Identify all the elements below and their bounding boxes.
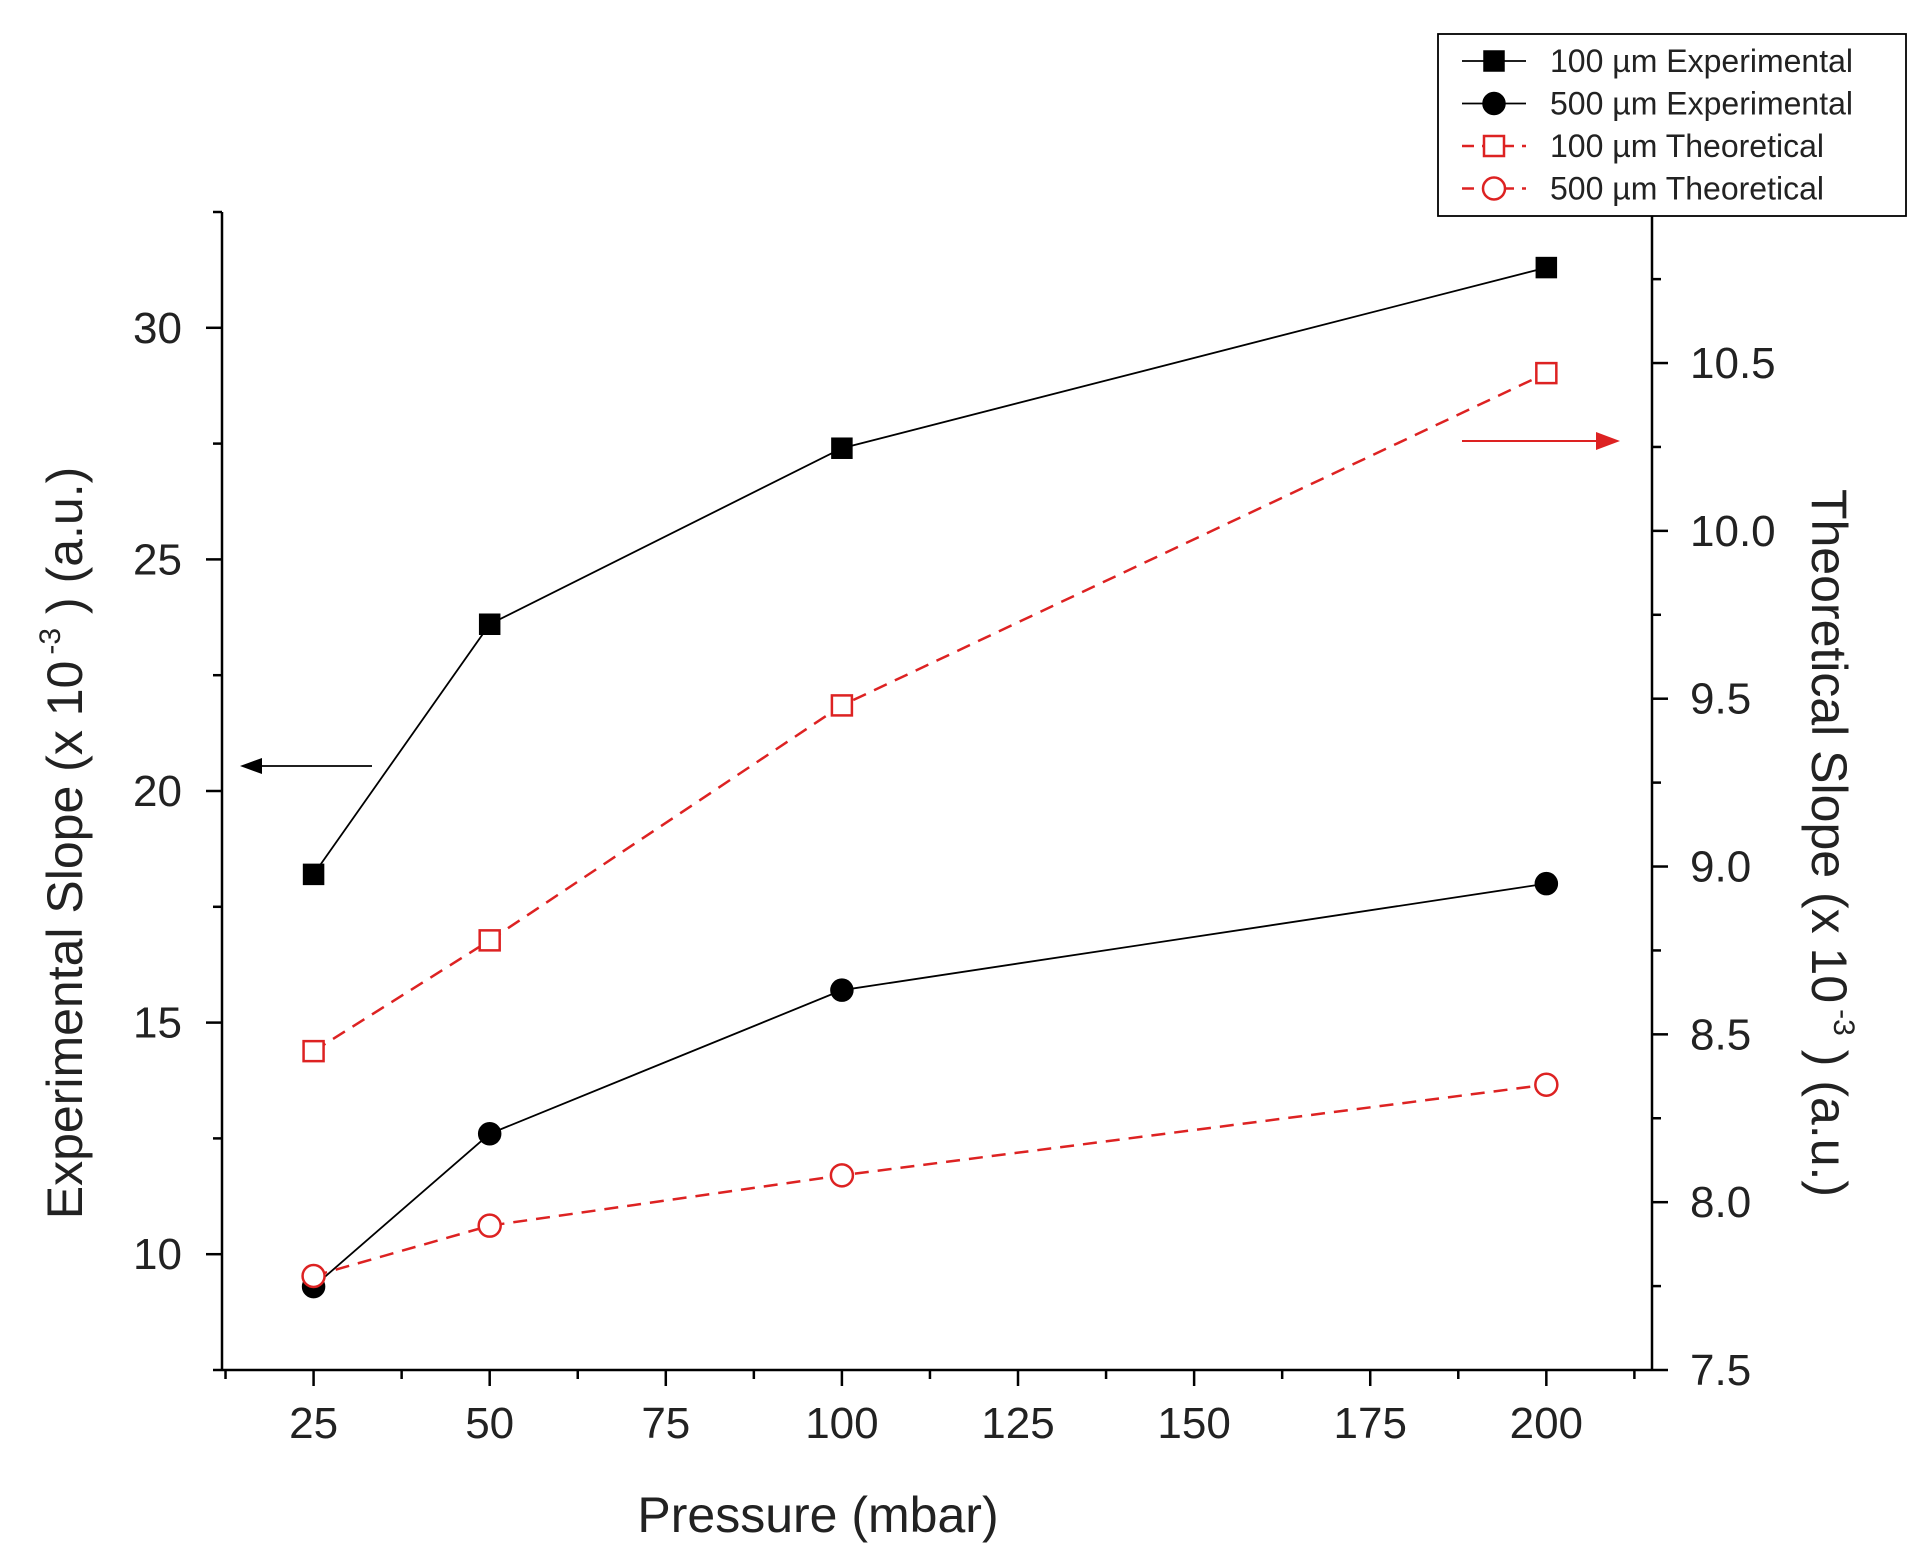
x-tick-label: 175 [1334, 1399, 1407, 1448]
data-point [1535, 361, 1558, 385]
x-tick-label: 25 [289, 1399, 338, 1448]
series-line [312, 371, 1547, 1053]
data-point [477, 1213, 502, 1238]
left-axis-title-main: Experimental Slope (x 10 [37, 661, 93, 1220]
left-axis-arrow [240, 758, 372, 774]
right-y-tick-label: 10.0 [1690, 507, 1776, 556]
legend-item: 100 µm Theoretical [1462, 128, 1824, 164]
x-axis-title: Pressure (mbar) [637, 1487, 998, 1543]
left-y-tick-label: 25 [133, 535, 182, 584]
right-y-tick-label: 8.0 [1690, 1178, 1751, 1227]
right-y-tick-label: 7.5 [1690, 1346, 1751, 1395]
left-y-tick-label: 20 [133, 767, 182, 816]
series-line [312, 882, 1547, 1288]
left-axis-title-tail: ) (a.u.) [37, 467, 93, 614]
legend-label: 100 µm Experimental [1550, 43, 1853, 79]
series-line [312, 266, 1547, 875]
data-point [302, 863, 325, 886]
data-point [829, 1163, 855, 1188]
arrow-head [240, 758, 262, 774]
data-point [1534, 1072, 1559, 1097]
right-y-tick-label: 10.5 [1690, 339, 1776, 388]
legend-marker [1482, 134, 1506, 158]
legend-marker [1483, 50, 1505, 72]
data-point [302, 1039, 325, 1063]
right-axis-arrow [1462, 432, 1620, 450]
series-3 [302, 361, 1558, 1063]
arrow-head [1596, 432, 1620, 450]
legend: 100 µm Experimental 500 µm Experimental 10… [1437, 33, 1907, 217]
legend-item: 500 µm Theoretical [1462, 171, 1824, 207]
right-y-tick-label: 9.5 [1690, 675, 1751, 724]
x-tick-label: 125 [981, 1399, 1054, 1448]
x-tick-label: 75 [641, 1399, 690, 1448]
x-tick-label: 150 [1157, 1399, 1230, 1448]
left-y-tick-label: 30 [133, 304, 182, 353]
right-axis-title-sup: -3 [1827, 1009, 1860, 1036]
legend-box [1437, 33, 1907, 217]
data-point [831, 437, 853, 459]
right-axis-title-main: Theoretical Slope (x 10 [1801, 489, 1857, 1003]
axes: 25 50 75 100 125 150 175 200 10 15 20 25 30 7.5 8.0 8.5… [133, 210, 1776, 1448]
series-4 [301, 1072, 1559, 1289]
data-point [301, 1263, 326, 1289]
legend-label: 500 µm Theoretical [1550, 171, 1824, 207]
left-y-tick-label: 15 [133, 999, 182, 1048]
right-y-tick-label: 9.0 [1690, 843, 1751, 892]
data-point [478, 929, 501, 952]
data-point [1534, 871, 1559, 896]
data-point [477, 1122, 502, 1146]
right-axis-title: Theoretical Slope (x 10 -3 ) (a.u.) [1801, 489, 1860, 1197]
data-point [478, 613, 501, 635]
left-y-tick-label: 10 [133, 1230, 182, 1279]
left-axis-title: Experimental Slope (x 10 -3 ) (a.u.) [34, 467, 93, 1220]
x-tick-label: 100 [805, 1399, 878, 1448]
legend-item: 100 µm Experimental [1462, 43, 1853, 79]
x-tick-label: 50 [465, 1399, 514, 1448]
legend-item: 500 µm Experimental [1462, 86, 1853, 122]
left-axis-title-sup: -3 [34, 628, 67, 655]
data-point [1535, 256, 1558, 279]
right-axis-title-tail: ) (a.u.) [1801, 1050, 1857, 1197]
series-1 [302, 256, 1558, 886]
legend-marker [1481, 176, 1507, 201]
legend-marker [1482, 91, 1506, 116]
annotation-layer [240, 432, 1620, 774]
legend-label: 500 µm Experimental [1550, 86, 1853, 122]
data-point [830, 978, 854, 1002]
data-point [830, 694, 854, 717]
series-layer [301, 256, 1559, 1299]
x-tick-label: 200 [1510, 1399, 1583, 1448]
series-line [313, 1083, 1547, 1278]
right-y-tick-label: 8.5 [1690, 1010, 1751, 1059]
legend-label: 100 µm Theoretical [1550, 128, 1824, 164]
